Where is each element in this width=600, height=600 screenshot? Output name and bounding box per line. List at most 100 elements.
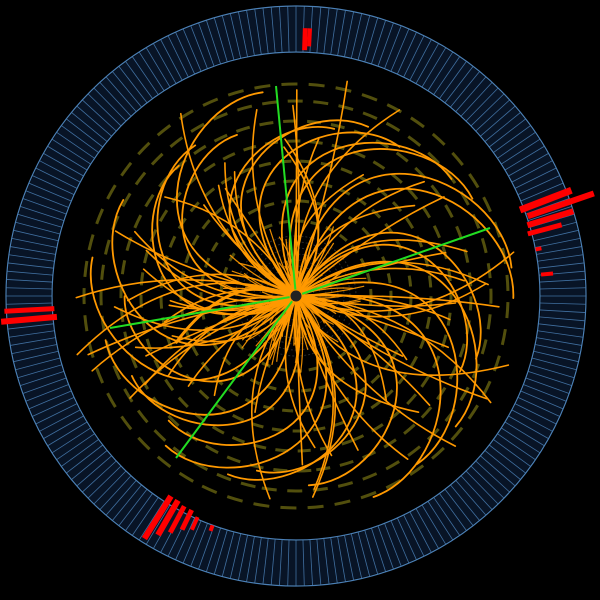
calorimeter-cell [22,377,67,394]
calorimeter-cell [316,7,322,53]
calorimeter-cell [270,7,276,53]
calorimeter-cell [350,13,363,59]
calorimeter-cell [56,131,95,159]
calorimeter-cell [390,520,410,564]
calorimeter-cell [17,364,62,379]
particle-track [295,89,298,297]
calorimeter-cell [539,287,586,290]
particle-track [295,231,482,360]
particle-track [175,288,297,344]
energy-deposit-bar [141,494,174,541]
calorimeter-cell [238,535,248,581]
high-pt-track [295,227,491,297]
high-pt-tracks [109,85,491,459]
calorimeter-cell [198,22,215,67]
calorimeter-cell [450,71,480,108]
calorimeter-cell [497,131,536,159]
calorimeter-cell [118,66,148,104]
calorimeter-cell [131,56,159,95]
calorimeter-cell [82,460,117,493]
calorimeter-cell [32,175,75,196]
calorimeter-cell [480,455,516,487]
calorimeter-cell [13,229,59,242]
calorimeter-cell [229,13,242,59]
calorimeter-cell [508,153,549,177]
calorimeter-cell [396,32,417,75]
calorimeter-cell [527,206,572,221]
calorimeter-cell [533,229,579,242]
calorimeter-cell [537,330,584,338]
particle-track [104,295,297,416]
calorimeter-cell [125,493,153,531]
calorimeter-cell [511,409,553,432]
calorimeter-cell [25,384,69,402]
particle-track [258,131,401,297]
calorimeter-cell [66,118,104,148]
calorimeter-cell [371,527,386,572]
calorimeter-cell [28,390,72,410]
calorimeter-cell [470,93,505,127]
calorimeter-cell [488,118,526,148]
calorimeter-cell [364,17,379,62]
calorimeter-cell [105,480,137,516]
calorimeter-cell [316,539,322,585]
calorimeter-cell [10,337,56,346]
particle-track [295,281,459,465]
high-pt-track [109,295,297,329]
energy-deposit-bar [518,187,573,214]
particle-track [295,204,416,297]
particle-track [89,256,297,382]
particle-track [151,164,297,315]
calorimeter-cell [493,439,531,467]
calorimeter-cell [538,323,585,330]
calorimeter-cell [377,22,394,67]
energy-deposit-bar [190,516,200,531]
calorimeter-cell [287,539,290,586]
calorimeter-cell [131,497,159,536]
calorimeter-cell [539,316,585,322]
calorimeter-cell [93,87,127,122]
calorimeter-cell [493,125,531,153]
particle-track [295,260,478,428]
calorimeter-cell [279,6,283,53]
calorimeter-cell [118,488,148,526]
particle-track [281,141,453,297]
calorimeter-cell [11,344,57,354]
calorimeter-cell [350,533,363,579]
energy-deposit-bar [307,28,313,47]
calorimeter-cell [20,371,65,386]
calorimeter-cell [504,421,545,447]
calorimeter-cell [229,533,242,579]
calorimeter-cell [421,47,447,88]
energy-deposit-bar [302,28,308,51]
calorimeter-cell [504,145,545,171]
calorimeter-cell [450,484,480,521]
calorimeter-cell [145,47,171,88]
calorimeter-cell [475,99,510,132]
calorimeter-cell [514,167,557,189]
calorimeter-cell [13,350,59,363]
calorimeter-cell [444,488,474,526]
calorimeter-cell [427,51,454,91]
calorimeter-cell [536,337,582,346]
calorimeter-cell [539,279,586,283]
calorimeter-cell [337,536,346,582]
calorimeter-cell [501,138,541,165]
calorimeter-cell [531,357,577,371]
calorimeter-cell [93,470,127,505]
collision-vertex [289,289,303,303]
calorimeter-cell [536,246,582,255]
calorimeter-cell [439,61,467,99]
calorimeter-cell [213,530,228,575]
calorimeter-cell [254,8,262,55]
calorimeter-cell [17,213,62,228]
calorimeter-cell [527,371,572,386]
calorimeter-cell [175,32,196,75]
calorimeter-cell [87,93,122,127]
calorimeter-cell [7,323,54,330]
calorimeter-cell [517,396,560,417]
calorimeter-cell [377,525,394,570]
calorimeter-cell [535,344,581,354]
calorimeter-cell [470,465,505,499]
